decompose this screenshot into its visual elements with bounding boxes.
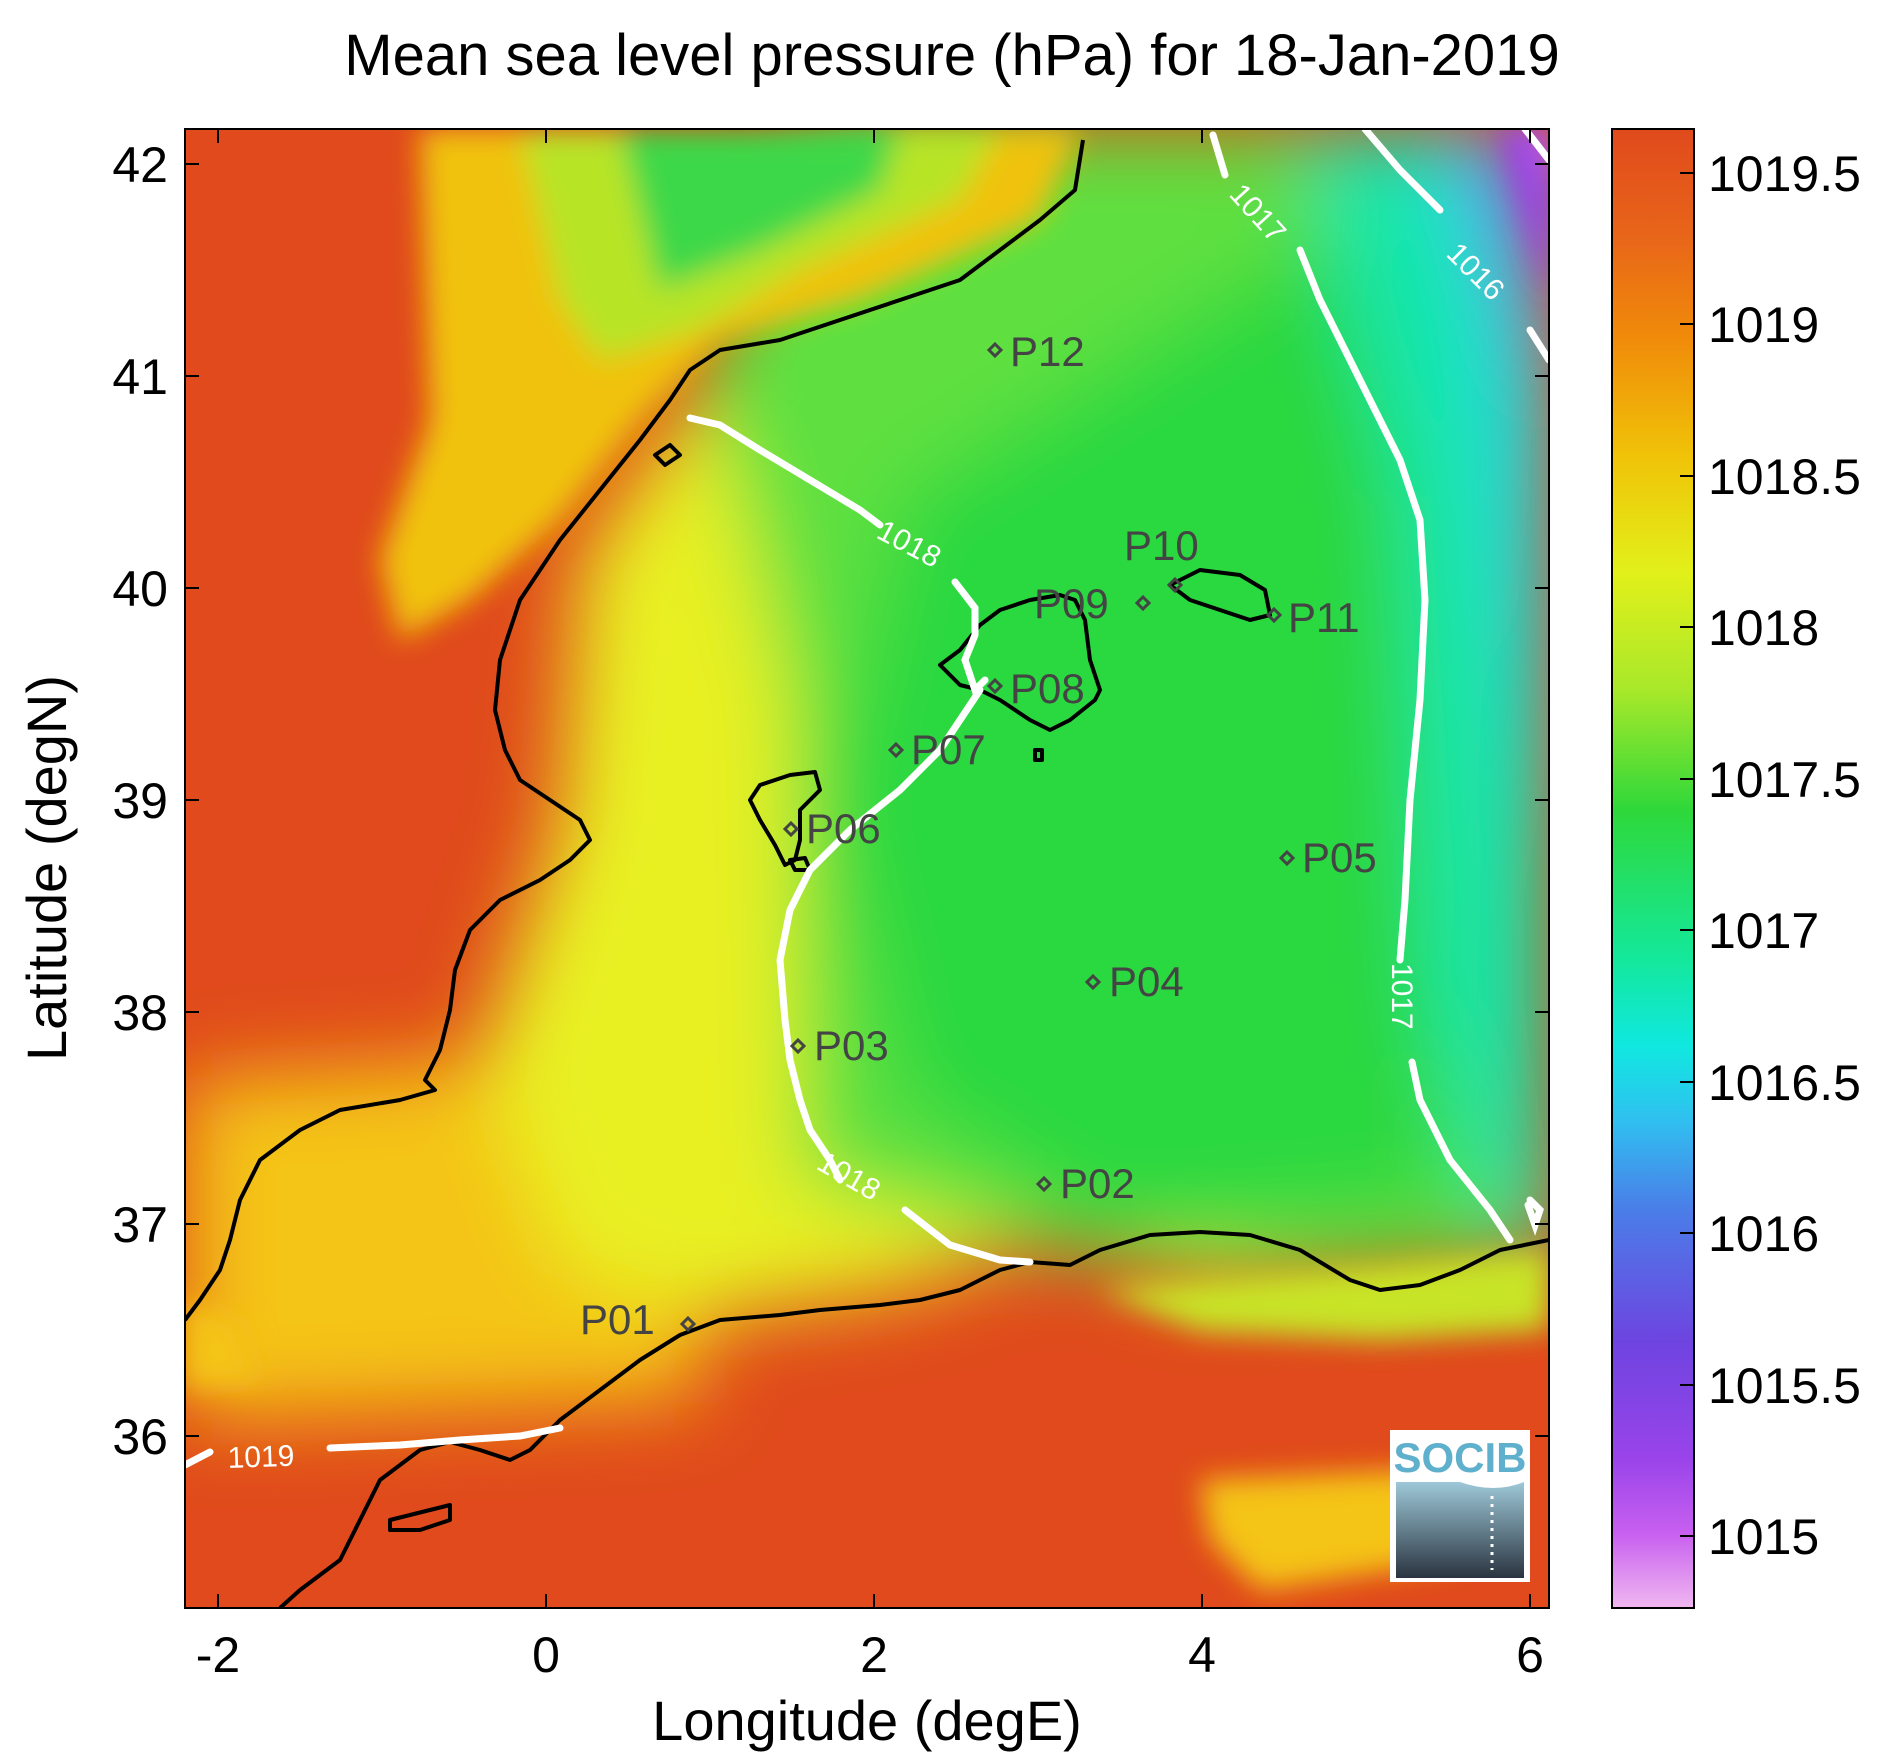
- colorbar-gradient: [1611, 128, 1695, 1609]
- station-marker-p11: [1265, 606, 1283, 624]
- coastlines: [185, 139, 1549, 1608]
- y-tick-label: 40: [112, 561, 168, 617]
- ebro-delta: [653, 443, 682, 467]
- y-tick-label: 37: [112, 1197, 168, 1253]
- station-marker-p09: [1134, 594, 1152, 612]
- station-label-p08: P08: [1010, 665, 1085, 712]
- colorbar-tick-label: 1018.5: [1708, 449, 1861, 505]
- station-marker-p04: [1084, 973, 1102, 991]
- y-tick-label: 42: [112, 137, 168, 193]
- colorbar-tick-label: 1017: [1708, 903, 1819, 959]
- socib-logo-text: SOCIB: [1393, 1434, 1526, 1481]
- station-marker-p06: [782, 820, 800, 838]
- axis-tick-marks: [185, 129, 1549, 1608]
- station-marker-p10: [1166, 576, 1184, 594]
- y-tick-label: 39: [112, 773, 168, 829]
- alboran-island: [388, 1503, 452, 1532]
- map-frame: [184, 128, 1550, 1609]
- station-label-p07: P07: [911, 726, 986, 773]
- colorbar-tick-labels: 1019.5 1019 1018.5 1018 1017.5 1017 1016…: [1708, 146, 1861, 1565]
- station-label-p09: P09: [1034, 580, 1109, 627]
- colorbar: 1019.5 1019 1018.5 1018 1017.5 1017 1016…: [1611, 128, 1861, 1609]
- station-label-p11: P11: [1288, 594, 1360, 641]
- iberian-coastline: [185, 139, 1085, 1322]
- station-label-p12: P12: [1010, 328, 1085, 375]
- y-tick-label: 38: [112, 985, 168, 1041]
- x-tick-label: 6: [1516, 1627, 1544, 1683]
- colorbar-tick-label: 1015: [1708, 1509, 1819, 1565]
- station-marker-p08: [986, 677, 1004, 695]
- station-label-p03: P03: [814, 1022, 889, 1069]
- colorbar-tick-label: 1015.5: [1708, 1358, 1861, 1414]
- mallorca-island: [938, 593, 1102, 732]
- contour-1019: [185, 1424, 564, 1469]
- station-label-p04: P04: [1109, 958, 1184, 1005]
- x-tick-labels: -2 0 2 4 6: [196, 1627, 1544, 1683]
- x-tick-label: 2: [860, 1627, 888, 1683]
- y-tick-labels: 42 41 40 39 38 37 36: [112, 137, 168, 1465]
- station-marker-p03: [789, 1037, 807, 1055]
- map-title: Mean sea level pressure (hPa) for 18-Jan…: [344, 23, 1560, 88]
- pressure-contours: [185, 129, 1549, 1469]
- colorbar-tick-label: 1018: [1708, 600, 1819, 656]
- station-label-p10: P10: [1124, 522, 1199, 569]
- contour-1018-south: [776, 686, 1034, 1266]
- contour-label-1019: 1019: [227, 1440, 295, 1475]
- station-label-p01: P01: [580, 1296, 655, 1343]
- colorbar-tick-label: 1016: [1708, 1206, 1819, 1262]
- contour-1017: [1209, 131, 1545, 1244]
- station-labels: P01 P02 P03 P04 P05 P06 P07 P08 P09 P10 …: [580, 328, 1377, 1343]
- cabrera-island: [1033, 748, 1044, 762]
- y-tick-label: 36: [112, 1409, 168, 1465]
- station-marker-p01: [679, 1315, 697, 1333]
- y-axis-label: Latitude (degN): [15, 675, 78, 1061]
- x-axis-label: Longitude (degE): [652, 1689, 1082, 1752]
- station-label-p06: P06: [806, 805, 881, 852]
- contour-1018-north: [686, 414, 989, 697]
- stations: [679, 341, 1296, 1333]
- station-marker-p12: [986, 341, 1004, 359]
- colorbar-tick-label: 1019.5: [1708, 146, 1861, 202]
- station-label-p02: P02: [1060, 1160, 1135, 1207]
- pressure-field: [185, 129, 1549, 1608]
- contour-label-1017-east: 1017: [1385, 963, 1418, 1030]
- station-label-p05: P05: [1302, 834, 1377, 881]
- station-marker-p05: [1278, 849, 1296, 867]
- station-marker-p02: [1035, 1175, 1053, 1193]
- x-tick-label: -2: [196, 1627, 240, 1683]
- african-coastline: [278, 1230, 1549, 1608]
- colorbar-tick-label: 1016.5: [1708, 1055, 1861, 1111]
- colorbar-tick-label: 1019: [1708, 297, 1819, 353]
- colorbar-tick-label: 1017.5: [1708, 752, 1861, 808]
- socib-logo: SOCIB: [1390, 1430, 1530, 1582]
- ibiza-island: [748, 770, 822, 867]
- x-tick-label: 0: [532, 1627, 560, 1683]
- y-tick-label: 41: [112, 349, 168, 405]
- x-tick-label: 4: [1188, 1627, 1216, 1683]
- station-marker-p07: [887, 741, 905, 759]
